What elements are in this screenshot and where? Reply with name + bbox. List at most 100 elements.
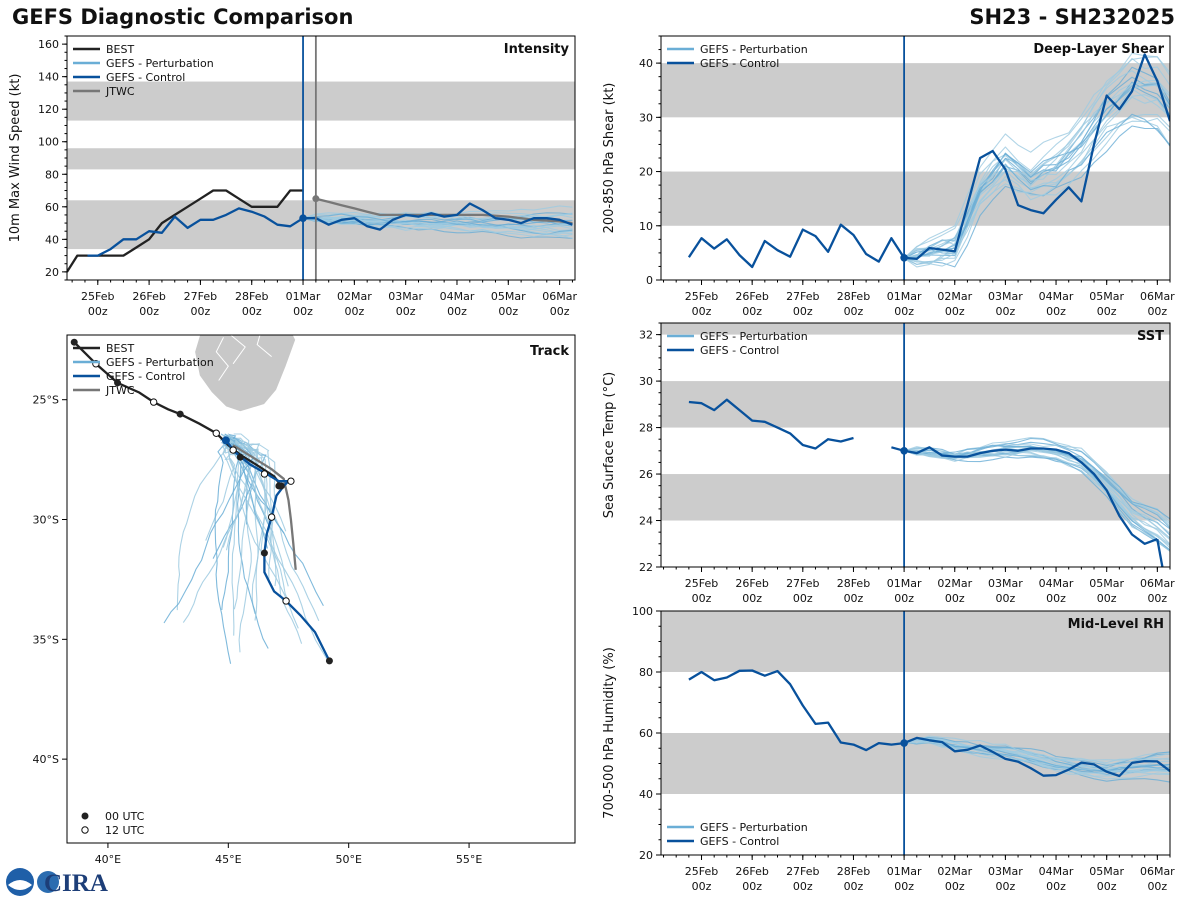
x-tick-label-hour: 00z	[1097, 592, 1117, 605]
threshold-band	[661, 474, 1170, 521]
x-tick-label-hour: 00z	[396, 305, 416, 318]
init-marker	[900, 253, 908, 262]
x-tick-label-day: 05Mar	[1089, 577, 1124, 590]
globe-icon	[37, 871, 59, 893]
control-history-line	[688, 398, 854, 450]
axes-frame	[660, 322, 1171, 568]
init-marker	[299, 214, 307, 222]
perturbation-member-line	[904, 113, 1170, 259]
y-tick-label: 100	[38, 136, 59, 149]
x-tick-label-hour: 00z	[1046, 592, 1066, 605]
y-tick-label: 26	[639, 468, 653, 481]
x-tick-label-hour: 00z	[742, 880, 762, 893]
legend-label: GEFS - Perturbation	[700, 43, 808, 56]
x-tick-label-day: 28Feb	[837, 577, 870, 590]
province-border	[256, 335, 272, 357]
perturbation-member-line	[903, 120, 1170, 259]
x-tick-label-hour: 00z	[894, 880, 914, 893]
x-tick-label-day: 02Mar	[937, 577, 972, 590]
x-tick-label-hour: 00z	[844, 592, 864, 605]
perturbation-member-line	[302, 205, 573, 219]
panel-intensity: 20 40 60 80 100 120 140 160 25Feb 00z 26Feb 00z 27Fe…	[8, 35, 577, 318]
best-track-marker	[114, 379, 122, 387]
control-line	[891, 446, 1158, 545]
perturbation-member-line	[903, 52, 1170, 259]
y-tick-label: 20	[45, 266, 59, 279]
y-tick-label: 60	[639, 727, 653, 740]
perturbation-track	[229, 439, 266, 615]
control-track-marker	[267, 513, 276, 521]
perturbation-member-line	[904, 79, 1170, 259]
perturbation-track	[227, 438, 261, 610]
x-tick-label-day: 01Mar	[887, 290, 922, 303]
x-tick-label-hour: 00z	[945, 305, 965, 318]
x-tick-label-day: 25Feb	[685, 577, 718, 590]
perturbation-track	[214, 439, 232, 664]
y-tick-label: 160	[38, 38, 59, 51]
plot-area	[661, 611, 1170, 855]
y-tick-label: 40	[45, 233, 59, 246]
legend-label: GEFS - Control	[106, 370, 185, 383]
panel-title: Track	[530, 344, 569, 359]
legend-label: GEFS - Perturbation	[700, 821, 808, 834]
plot-area	[661, 323, 1170, 567]
best-track-marker	[212, 429, 220, 437]
x-tick-label-day: 05Mar	[1089, 865, 1124, 878]
x-tick-label-day: 26Feb	[735, 865, 768, 878]
y-axis-label: 10m Max Wind Speed (kt)	[8, 74, 23, 243]
x-tick-label-hour: 00z	[844, 305, 864, 318]
x-tick-label-day: 06Mar	[1140, 865, 1175, 878]
perturbation-track	[176, 441, 232, 611]
x-tick-label-day: 05Mar	[1089, 290, 1124, 303]
x-tick-label-hour: 00z	[1097, 305, 1117, 318]
control-track-marker	[282, 597, 290, 605]
x-tick-label-hour: 00z	[242, 305, 262, 318]
x-tick-label-hour: 00z	[550, 305, 570, 318]
best-track-marker	[236, 453, 244, 461]
best-track-marker	[176, 410, 184, 418]
x-tick-label-hour: 00z	[1147, 880, 1167, 893]
perturbation-member-line	[904, 735, 1170, 762]
x-tick-label-day: 03Mar	[988, 865, 1023, 878]
perturbation-member-line	[302, 217, 573, 229]
y-tick-label: 80	[45, 168, 59, 181]
x-tick-label-hour: 00z	[344, 305, 364, 318]
perturbation-track	[222, 439, 330, 664]
perturbation-member-line	[302, 213, 573, 227]
x-tick-label-hour: 00z	[894, 592, 914, 605]
x-tick-label-day: 01Mar	[286, 290, 321, 303]
legend-label: GEFS - Perturbation	[106, 57, 214, 70]
control-track-marker	[260, 470, 269, 478]
panel-shear: 0 10 20 30 40 25Feb 00z 26Feb 00z 27Feb 00z 28Feb 00…	[602, 35, 1175, 318]
perturbation-track	[223, 435, 269, 549]
x-tick-label-day: 02Mar	[937, 290, 972, 303]
x-tick-label-day: 04Mar	[1039, 290, 1074, 303]
perturbation-member-line	[903, 84, 1170, 259]
x-tick-label-hour: 00z	[139, 305, 159, 318]
axes-frame	[66, 334, 576, 844]
perturbation-member-line	[904, 448, 1170, 552]
x-tick-label-hour: 00z	[1046, 305, 1066, 318]
legend-label: GEFS - Perturbation	[700, 330, 808, 343]
y-tick-label: 24	[639, 515, 653, 528]
x-tick-label-day: 04Mar	[1039, 865, 1074, 878]
perturbation-member-line	[302, 217, 573, 239]
perturbation-track	[224, 433, 269, 649]
threshold-band	[661, 171, 1170, 226]
y-axis-label: 200-850 hPa Shear (kt)	[602, 83, 617, 234]
legend-label: GEFS - Control	[106, 71, 185, 84]
x-tick-label-hour: 00z	[1147, 592, 1167, 605]
lon-tick-label: 40°E	[95, 853, 121, 866]
x-tick-label-day: 05Mar	[491, 290, 526, 303]
x-tick-label-day: 27Feb	[786, 290, 819, 303]
best-track-path	[73, 341, 283, 487]
panel-rh: 20 40 60 80 100 25Feb 00z 26Feb 00z 27Feb 00z 28Feb…	[602, 605, 1175, 893]
legend-label: GEFS - Control	[700, 835, 779, 848]
perturbation-track	[228, 435, 259, 621]
y-tick-label: 32	[639, 329, 653, 342]
legend-label: JTWC	[105, 85, 135, 98]
x-tick-label-hour: 00z	[293, 305, 313, 318]
threshold-band	[67, 148, 575, 170]
x-tick-label-day: 26Feb	[735, 290, 768, 303]
x-tick-label-day: 28Feb	[837, 865, 870, 878]
